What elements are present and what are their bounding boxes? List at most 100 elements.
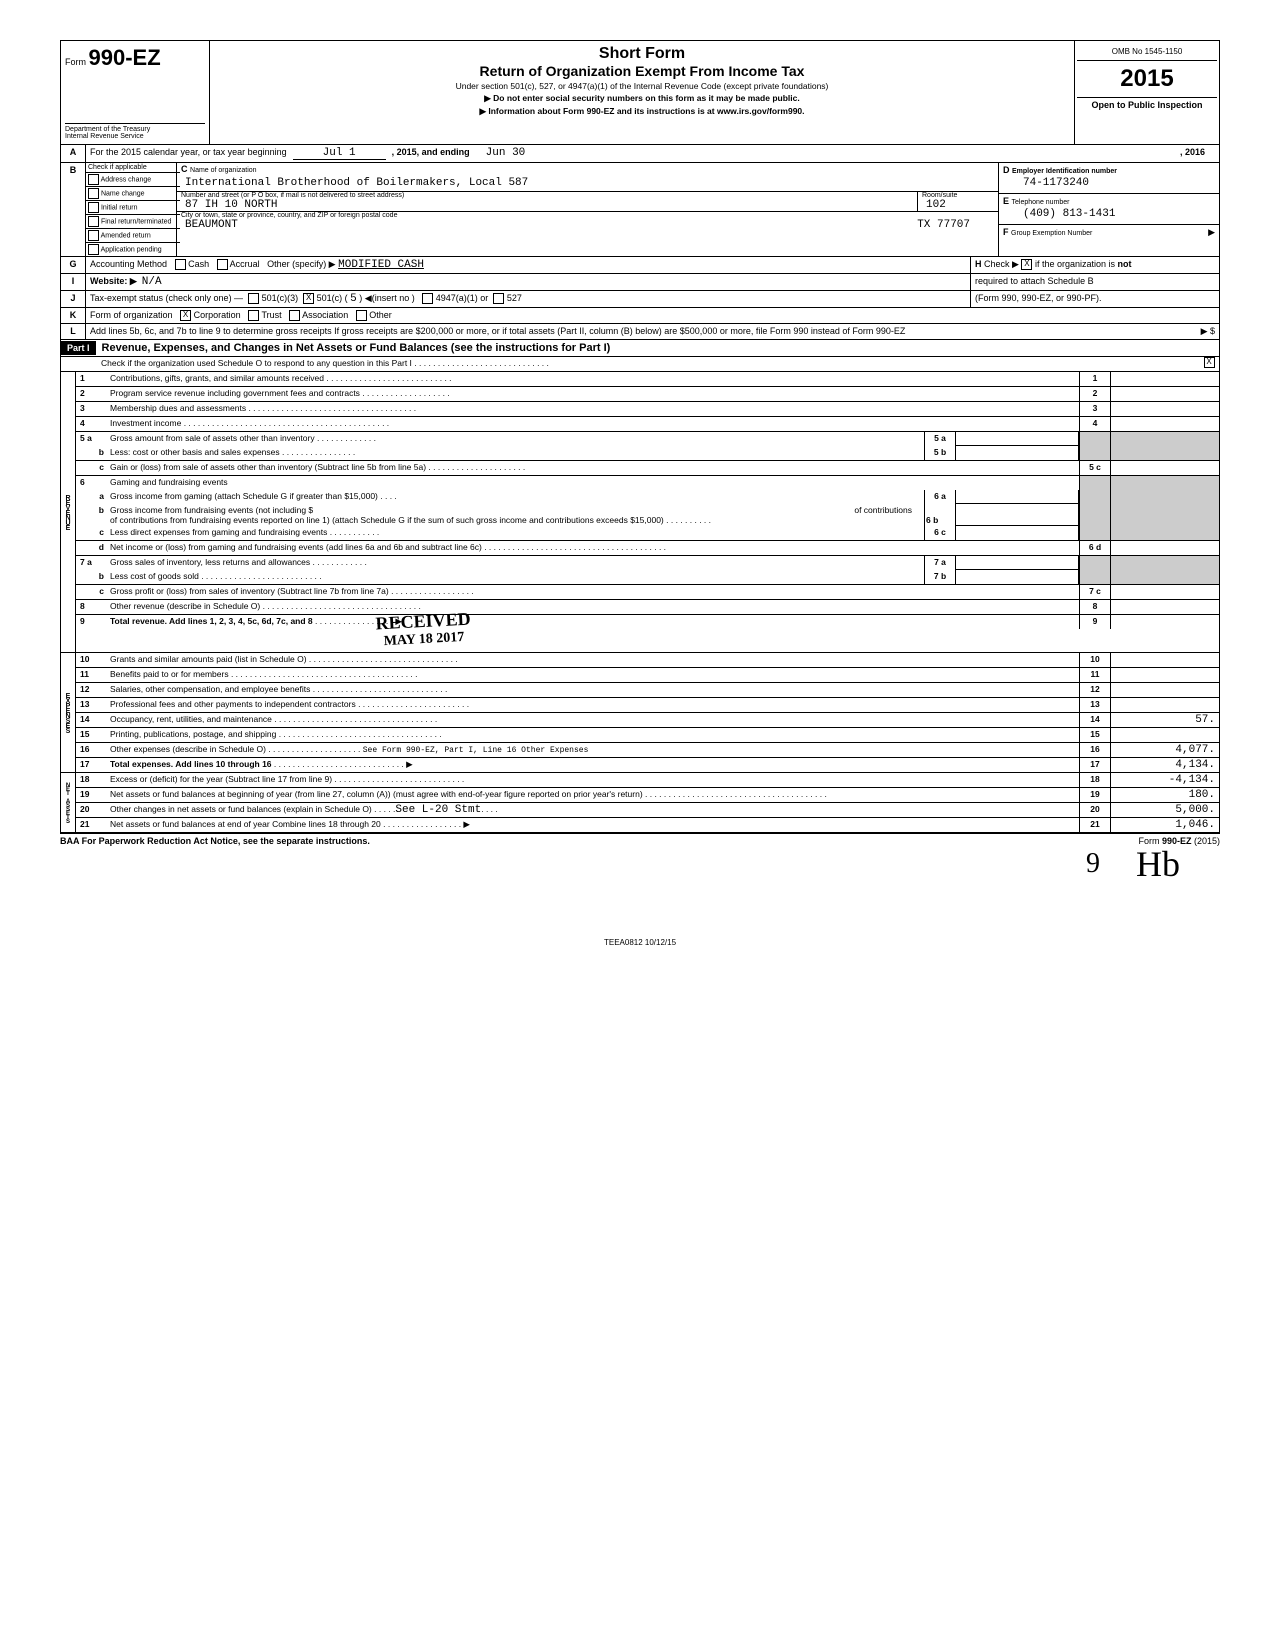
line-5a-value[interactable] — [956, 432, 1079, 446]
line-15-value[interactable] — [1111, 728, 1219, 742]
line-3-value[interactable] — [1111, 402, 1219, 416]
line-5b-value[interactable] — [956, 446, 1079, 460]
corporation-checkbox[interactable]: X — [180, 310, 191, 321]
line-4-value[interactable] — [1111, 417, 1219, 431]
state-zip[interactable]: TX 77707 — [917, 219, 970, 231]
501c-checkbox[interactable]: X — [303, 293, 314, 304]
row-g: G Accounting Method Cash Accrual Other (… — [60, 257, 1220, 274]
line-12-value[interactable] — [1111, 683, 1219, 697]
line-16: 16 Other expenses (describe in Schedule … — [76, 743, 1219, 758]
line-17-value[interactable]: 4,134. — [1111, 758, 1219, 772]
line-20-value[interactable]: 5,000. — [1111, 803, 1219, 817]
line-12: 12 Salaries, other compensation, and emp… — [76, 683, 1219, 698]
line-7c-value[interactable] — [1111, 585, 1219, 599]
line-10: 10 Grants and similar amounts paid (list… — [76, 653, 1219, 668]
line-19-value[interactable]: 180. — [1111, 788, 1219, 802]
website[interactable]: N/A — [142, 276, 162, 288]
line-6d-value[interactable] — [1111, 541, 1219, 555]
527-checkbox[interactable] — [493, 293, 504, 304]
tax-year-end-year: , 2016 — [1180, 147, 1205, 157]
part1-header: Part I Revenue, Expenses, and Changes in… — [60, 340, 1220, 357]
line-5b: b Less: cost or other basis and sales ex… — [76, 446, 1219, 461]
room-suite[interactable]: 102 — [918, 199, 998, 211]
ein[interactable]: 74-1173240 — [1003, 175, 1215, 191]
open-public: Open to Public Inspection — [1077, 97, 1217, 112]
line-6b-value[interactable] — [956, 504, 1079, 526]
row-a-text: For the 2015 calendar year, or tax year … — [90, 147, 287, 157]
amended-return-checkbox[interactable] — [88, 230, 99, 241]
line-6a-value[interactable] — [956, 490, 1079, 504]
line-7a-value[interactable] — [956, 556, 1079, 570]
row-a: A For the 2015 calendar year, or tax yea… — [60, 145, 1220, 163]
form-prefix: Form — [65, 57, 86, 67]
tax-year-end-month[interactable]: Jun 30 — [476, 147, 536, 159]
initial-return-checkbox[interactable] — [88, 202, 99, 213]
row-k: K Form of organization X Corporation Tru… — [60, 308, 1220, 324]
line-11: 11 Benefits paid to or for members . . .… — [76, 668, 1219, 683]
line-11-value[interactable] — [1111, 668, 1219, 682]
header-sub2: ▶ Do not enter social security numbers o… — [214, 93, 1070, 104]
expenses-side-label: EXPENSES — [61, 653, 76, 772]
telephone[interactable]: (409) 813-1431 — [1003, 206, 1215, 222]
header-sub3: ▶ Information about Form 990-EZ and its … — [214, 106, 1070, 117]
initial-1: 9 — [1086, 848, 1100, 880]
line-7c: c Gross profit or (loss) from sales of i… — [76, 585, 1219, 600]
line-16-value[interactable]: 4,077. — [1111, 743, 1219, 757]
501c-number[interactable]: 5 — [350, 293, 357, 305]
entity-block: B Check if applicable Address change Nam… — [60, 163, 1220, 257]
tax-year-begin[interactable]: Jul 1 — [293, 147, 386, 160]
org-name[interactable]: International Brotherhood of Boilermaker… — [177, 175, 998, 192]
line-14-value[interactable]: 57. — [1111, 713, 1219, 727]
return-title: Return of Organization Exempt From Incom… — [214, 63, 1070, 79]
application-pending-checkbox[interactable] — [88, 244, 99, 255]
name-change-checkbox[interactable] — [88, 188, 99, 199]
omb-number: OMB No 1545-1150 — [1077, 43, 1217, 61]
association-checkbox[interactable] — [289, 310, 300, 321]
check-applicable-label: Check if applicable — [86, 163, 180, 172]
footer-code: TEEA0812 10/12/15 — [60, 938, 1220, 947]
4947-checkbox[interactable] — [422, 293, 433, 304]
line-5c-value[interactable] — [1111, 461, 1219, 475]
final-return-checkbox[interactable] — [88, 216, 99, 227]
line-13-value[interactable] — [1111, 698, 1219, 712]
line-21-value[interactable]: 1,046. — [1111, 818, 1219, 832]
line-3: 3 Membership dues and assessments . . . … — [76, 402, 1219, 417]
accrual-checkbox[interactable] — [217, 259, 228, 270]
row-i: I Website: ▶ N/A required to attach Sche… — [60, 274, 1220, 291]
form-number: 990-EZ — [89, 45, 161, 70]
address-change-checkbox[interactable] — [88, 174, 99, 185]
line-5a: 5 a Gross amount from sale of assets oth… — [76, 432, 1219, 446]
line-10-value[interactable] — [1111, 653, 1219, 667]
schedule-b-checkbox[interactable]: X — [1021, 259, 1032, 270]
row-a-mid: , 2015, and ending — [392, 147, 470, 157]
line-6c-value[interactable] — [956, 526, 1079, 540]
accounting-other[interactable]: MODIFIED CASH — [338, 259, 424, 271]
line-9-value[interactable] — [1111, 615, 1219, 629]
501c3-checkbox[interactable] — [248, 293, 259, 304]
street-address[interactable]: 87 IH 10 NORTH — [177, 199, 917, 211]
row-j: J Tax-exempt status (check only one) — 5… — [60, 291, 1220, 308]
line-7b-value[interactable] — [956, 570, 1079, 584]
revenue-side-label: REVENUE — [61, 372, 76, 652]
line-6: 6 Gaming and fundraising events — [76, 476, 1219, 490]
line-9: 9 Total revenue. Add lines 1, 2, 3, 4, 5… — [76, 615, 1219, 629]
line-2-value[interactable] — [1111, 387, 1219, 401]
line-2: 2 Program service revenue including gove… — [76, 387, 1219, 402]
net-assets-section: NET ASSETS 18 Excess or (deficit) for th… — [60, 772, 1220, 833]
trust-checkbox[interactable] — [248, 310, 259, 321]
line-17: 17 Total expenses. Add lines 10 through … — [76, 758, 1219, 772]
line-1-value[interactable] — [1111, 372, 1219, 386]
header-sub1: Under section 501(c), 527, or 4947(a)(1)… — [214, 81, 1070, 91]
line-8-value[interactable] — [1111, 600, 1219, 614]
dept-treasury: Department of the Treasury — [65, 126, 205, 133]
row-l: L Add lines 5b, 6c, and 7b to line 9 to … — [60, 324, 1220, 340]
header-right: OMB No 1545-1150 2015 Open to Public Ins… — [1075, 41, 1219, 144]
city[interactable]: BEAUMONT — [185, 219, 238, 231]
part1-schedule-o-checkbox[interactable]: X — [1204, 357, 1215, 368]
line-18: 18 Excess or (deficit) for the year (Sub… — [76, 773, 1219, 788]
part1-title: Revenue, Expenses, and Changes in Net As… — [96, 340, 617, 356]
line-18-value[interactable]: -4,134. — [1111, 773, 1219, 787]
other-org-checkbox[interactable] — [356, 310, 367, 321]
cash-checkbox[interactable] — [175, 259, 186, 270]
line-4: 4 Investment income . . . . . . . . . . … — [76, 417, 1219, 432]
